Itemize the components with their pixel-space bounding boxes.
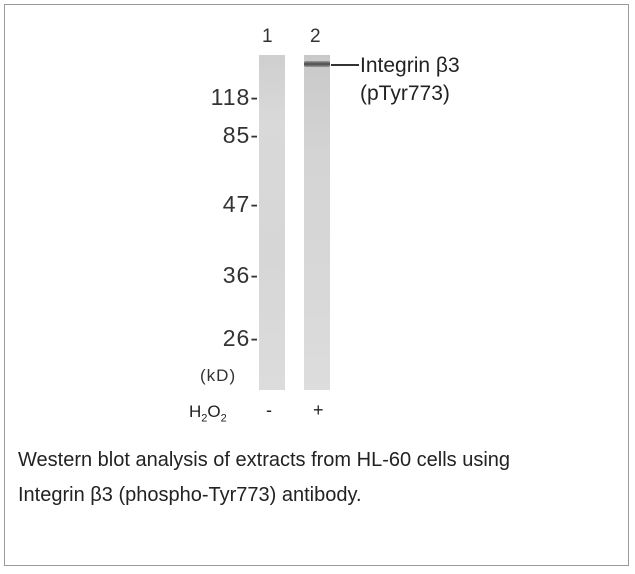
marker-26: 26- (222, 325, 259, 351)
lane-number-2: 2 (310, 26, 321, 47)
treatment-h: H (189, 402, 202, 421)
treatment-sign-lane-1: - (266, 400, 272, 420)
lane-number-1: 1 (262, 26, 273, 47)
band-pointer-line (331, 64, 359, 66)
treatment-sign-lane-2: + (313, 400, 324, 420)
figure-frame (4, 4, 629, 566)
unit-label: (kD) (200, 366, 237, 385)
blot-lane-1 (259, 55, 285, 390)
band-label: Integrin β3 (pTyr773) (360, 52, 460, 108)
band-label-site: (pTyr773) (360, 82, 450, 105)
treatment-sub1: 2 (201, 412, 208, 425)
treatment-sub2: 2 (220, 412, 227, 425)
protein-band (304, 61, 330, 67)
treatment-label: H2O2 (189, 402, 227, 424)
band-label-name: Integrin β3 (360, 54, 460, 77)
treatment-o: O (207, 402, 221, 421)
marker-36: 36- (222, 262, 259, 288)
blot-lane-2 (304, 55, 330, 390)
caption-line-1: Western blot analysis of extracts from H… (18, 449, 511, 471)
marker-47: 47- (222, 191, 259, 217)
marker-118: 118- (210, 84, 259, 110)
caption-line-2: Integrin β3 (phospho-Tyr773) antibody. (18, 484, 362, 506)
marker-85: 85- (222, 122, 259, 148)
figure-caption: Western blot analysis of extracts from H… (18, 443, 618, 513)
